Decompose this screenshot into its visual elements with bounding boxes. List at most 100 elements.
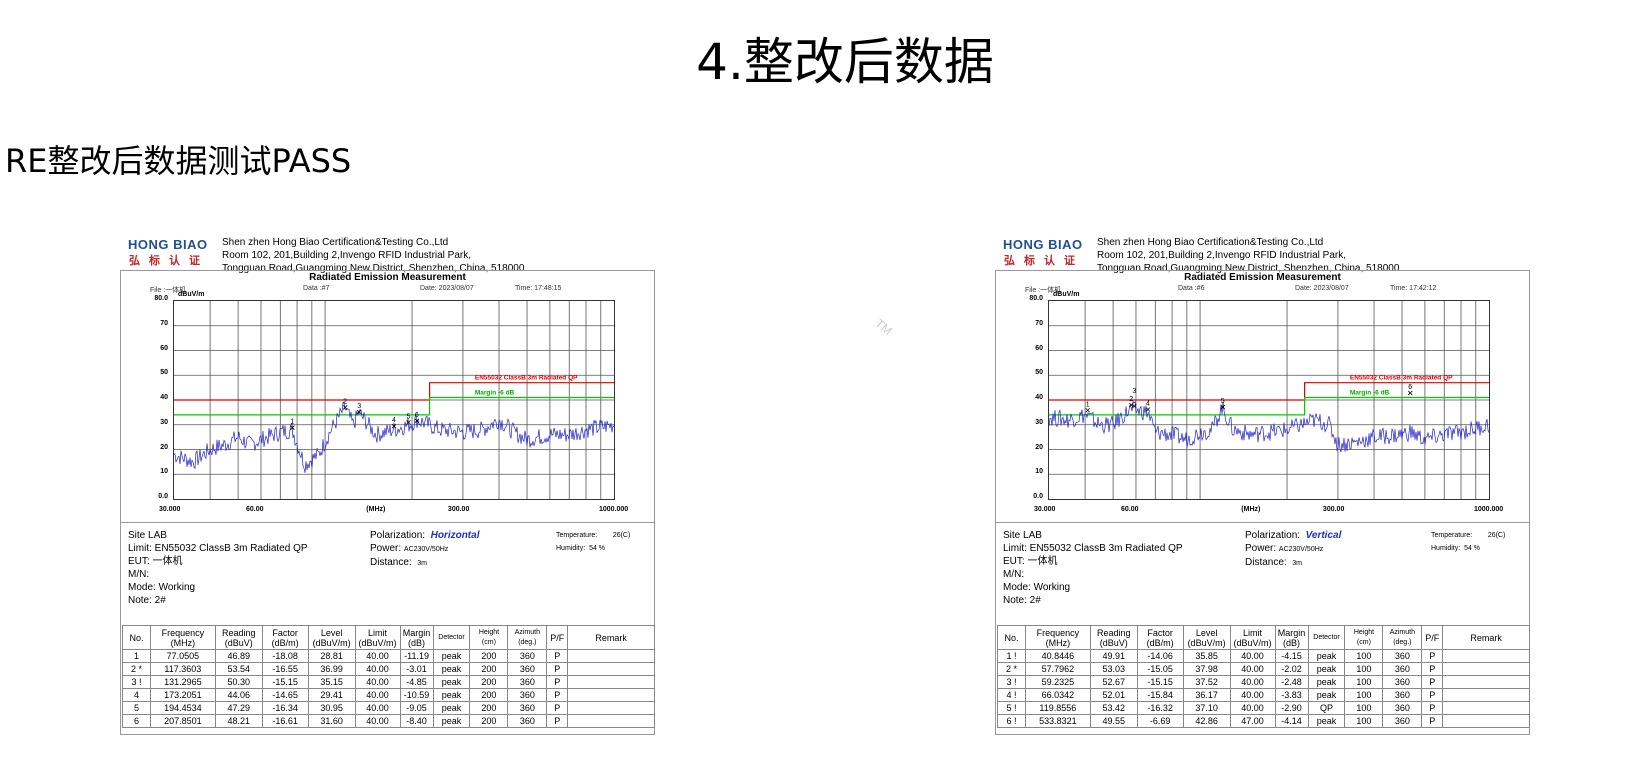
column-header: P/F	[1421, 625, 1444, 650]
table-cell: 100	[1344, 701, 1384, 715]
table-cell: 2 *	[997, 662, 1026, 676]
column-header: Azimuth (deg.)	[1382, 625, 1423, 650]
table-cell: peak	[432, 675, 471, 689]
table-cell	[1442, 701, 1530, 715]
divider	[995, 522, 1530, 523]
company-line: Tongguan Road,Guangming New District, Sh…	[1097, 263, 1400, 274]
table-cell: 47.29	[214, 701, 263, 715]
table-cell: 40.00	[354, 662, 401, 676]
temperature-value: 26(C)	[1487, 532, 1506, 539]
table-cell: 360	[1382, 688, 1423, 702]
column-header: Margin (dB)	[1274, 625, 1309, 650]
table-cell: 40.8446	[1024, 649, 1091, 663]
site: Site LAB	[128, 530, 167, 541]
polarization-value: Horizontal	[430, 530, 480, 541]
table-cell: 360	[1382, 662, 1423, 676]
table-cell: -9.05	[399, 701, 434, 715]
x-tick-label: 1000.000	[1474, 506, 1504, 513]
company-logo: HONG BIAO	[128, 237, 208, 252]
company-line: Tongguan Road,Guangming New District, Sh…	[222, 263, 525, 274]
table-cell: 100	[1344, 675, 1384, 689]
marker-x	[1407, 390, 1413, 396]
table-cell: 1	[122, 649, 151, 663]
y-tick-label: 80.0	[154, 295, 168, 302]
marker-x	[391, 423, 397, 429]
table-cell: 100	[1344, 688, 1384, 702]
table-cell: -3.83	[1274, 688, 1309, 702]
y-tick-label: 20	[160, 443, 168, 451]
table-row: 1 77.0505 46.89 -18.08 28.81 40.00 -11.19 peak 2…	[122, 649, 655, 663]
site: Site LAB	[1003, 530, 1042, 541]
table-cell: 6 !	[997, 714, 1026, 728]
column-header: Remark	[1442, 625, 1530, 650]
limit: Limit: EN55032 ClassB 3m Radiated QP	[128, 543, 308, 554]
margin-label: Margin -6 dB	[1350, 390, 1390, 397]
table-cell: peak	[1307, 675, 1346, 689]
table-cell: 28.81	[307, 649, 356, 663]
table-cell: 119.8556	[1024, 701, 1091, 715]
marker-label: 2	[1129, 396, 1133, 403]
polarization-label: Polarization:	[370, 530, 426, 541]
table-cell: -4.85	[399, 675, 434, 689]
table-cell: 47.00	[1229, 714, 1276, 728]
table-cell: P	[546, 662, 569, 676]
page-title: 4.整改后数据	[696, 33, 994, 91]
table-cell: 44.06	[214, 688, 263, 702]
time-label: Time: 17:48:15	[515, 285, 562, 292]
y-tick-label: 0.0	[1033, 493, 1043, 500]
table-cell: 360	[1382, 714, 1423, 728]
table-header: No. Frequency (MHz) Reading (dBuV) Factor (…	[997, 625, 1530, 650]
table-cell: 4	[122, 688, 151, 702]
eut: EUT: 一体机	[128, 556, 183, 567]
marker-x	[406, 420, 411, 425]
note: Note: 2#	[1003, 595, 1041, 606]
date-label: Date: 2023/08/07	[420, 285, 474, 292]
table-cell	[567, 649, 655, 663]
table-cell: peak	[1307, 688, 1346, 702]
table-cell: -16.34	[261, 701, 309, 715]
polarization-label: Polarization:	[1245, 530, 1301, 541]
company-address: Shen zhen Hong Biao Certification&Testin…	[222, 236, 524, 275]
table-cell: 173.2051	[149, 688, 216, 702]
table-cell: 360	[1382, 675, 1423, 689]
model-number: M/N:	[1003, 569, 1025, 580]
note: Note: 2#	[128, 595, 166, 606]
column-header: Azimuth (deg.)	[507, 625, 548, 650]
table-cell: P	[546, 675, 569, 689]
table-cell: 40.00	[1229, 688, 1276, 702]
y-tick-label: 60	[1035, 344, 1043, 352]
table-cell: 42.86	[1182, 714, 1231, 728]
temperature-label: Temperature:	[556, 532, 598, 539]
table-cell	[567, 714, 655, 728]
table-cell: 29.41	[307, 688, 356, 702]
margin-line	[174, 396, 614, 416]
column-header: No.	[122, 625, 151, 650]
eut: EUT: 一体机	[1003, 556, 1058, 567]
table-cell: 3 !	[997, 675, 1026, 689]
table-cell: 360	[507, 675, 548, 689]
table-cell: 100	[1344, 662, 1384, 676]
power-label: Power:	[1245, 543, 1277, 554]
distance-value: 3m	[1292, 560, 1302, 567]
power-value: AC230V/50Hz	[1278, 546, 1324, 553]
y-tick-label: 30	[160, 418, 168, 426]
column-header: Frequency (MHz)	[1024, 625, 1091, 650]
company-line: Room 102, 201,Building 2,Invengo RFID In…	[222, 250, 472, 261]
y-tick-label: 40	[160, 394, 168, 401]
y-tick-label: 40	[1035, 394, 1043, 401]
marker-label: 1	[290, 419, 294, 426]
table-cell: -11.19	[399, 649, 434, 663]
marker-label: 1	[1086, 401, 1090, 408]
table-cell: peak	[432, 701, 471, 715]
table-cell: 52.67	[1089, 675, 1138, 689]
table-cell: 5 !	[997, 701, 1026, 715]
marker-x	[342, 405, 348, 410]
table-cell: 194.4534	[149, 701, 216, 715]
marker-label: 4	[392, 417, 396, 424]
column-header: Limit (dBuV/m)	[354, 625, 401, 650]
table-cell: -10.59	[399, 688, 434, 702]
file-label: File :一体机	[150, 287, 187, 294]
marker-label: 3	[357, 403, 361, 410]
company-address: Shen zhen Hong Biao Certification&Testin…	[1097, 236, 1399, 275]
table-cell: 40.00	[354, 675, 401, 689]
